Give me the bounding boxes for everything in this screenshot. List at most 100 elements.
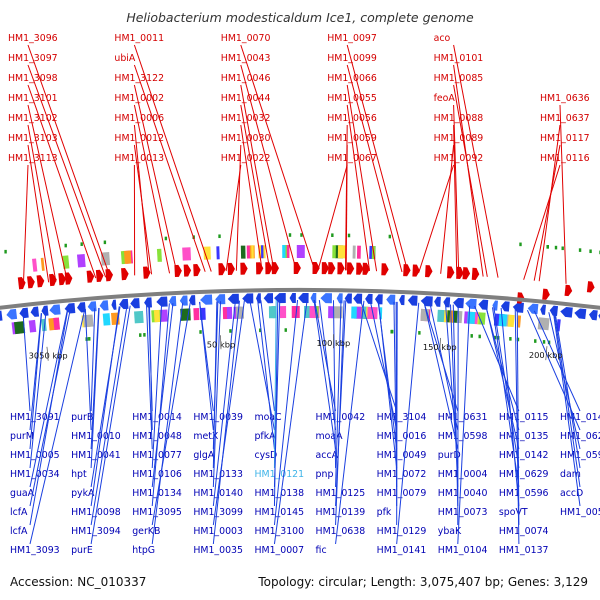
reverse-gene bbox=[365, 293, 373, 305]
gene-label: htpG bbox=[132, 545, 155, 556]
gene-label: dam bbox=[560, 469, 581, 480]
callout-line bbox=[538, 124, 561, 282]
callout-line bbox=[29, 312, 47, 469]
gene-label-callouts: HM1_3113HM1_3103HM1_3102HM1_3101HM1_3098… bbox=[8, 33, 600, 556]
rna-marker bbox=[519, 242, 522, 247]
rna-marker bbox=[143, 333, 146, 337]
gene-label: HM1_0623 bbox=[560, 431, 600, 442]
reverse-gene bbox=[310, 293, 317, 304]
reverse-gene bbox=[289, 293, 296, 304]
function-block bbox=[296, 245, 305, 259]
callout-line bbox=[552, 312, 581, 507]
callout-line bbox=[212, 301, 218, 469]
callout-line bbox=[313, 299, 337, 450]
gene-label: purD bbox=[438, 450, 461, 461]
reverse-gene bbox=[49, 304, 61, 315]
callout-line bbox=[235, 144, 242, 271]
gene-label: HM1_0055 bbox=[327, 93, 377, 104]
function-block bbox=[53, 317, 61, 330]
gene-label: HM1_0101 bbox=[434, 53, 484, 64]
reverse-gene bbox=[0, 310, 3, 321]
function-block bbox=[102, 313, 111, 326]
callout-line bbox=[29, 309, 86, 545]
reverse-gene bbox=[111, 299, 117, 310]
reverse-gene bbox=[434, 296, 441, 307]
callout-line bbox=[344, 124, 348, 271]
callout-line bbox=[335, 300, 345, 526]
gene-label: HM1_0141 bbox=[377, 545, 427, 556]
forward-gene bbox=[542, 288, 550, 300]
function-block bbox=[337, 245, 347, 259]
callout-line bbox=[27, 124, 57, 282]
rna-marker bbox=[578, 248, 582, 252]
callout-line bbox=[133, 104, 171, 274]
callout-line bbox=[29, 313, 43, 450]
reverse-gene bbox=[41, 305, 49, 316]
callout-line bbox=[29, 310, 68, 488]
gene-label: HM1_0044 bbox=[221, 93, 271, 104]
gene-label: HM1_0007 bbox=[254, 545, 304, 556]
callout-line bbox=[346, 84, 378, 272]
gene-label: fic bbox=[316, 545, 327, 556]
callout-line bbox=[273, 299, 308, 545]
forward-gene bbox=[446, 266, 455, 279]
callout-line bbox=[554, 312, 581, 469]
rna-marker bbox=[534, 339, 537, 343]
gene-label: HM1_0088 bbox=[434, 113, 484, 124]
rna-marker bbox=[300, 233, 303, 237]
callout-line bbox=[225, 164, 242, 272]
gene-label: accD bbox=[560, 488, 583, 499]
forward-gene bbox=[462, 267, 471, 280]
reverse-gene bbox=[589, 309, 598, 321]
function-block bbox=[282, 245, 286, 259]
gene-label: HM1_3094 bbox=[71, 526, 121, 537]
reverse-gene bbox=[420, 296, 433, 307]
gene-label: accA bbox=[316, 450, 339, 461]
gene-label: pfk bbox=[377, 507, 392, 518]
callout-line bbox=[151, 303, 174, 488]
reverse-gene bbox=[374, 294, 383, 305]
forward-gene bbox=[381, 263, 389, 276]
callout-line bbox=[453, 64, 484, 277]
gene-label: HM1_0032 bbox=[221, 113, 271, 124]
reverse-gene bbox=[549, 305, 559, 317]
forward-gene bbox=[328, 262, 336, 275]
callout-line bbox=[318, 300, 337, 431]
reverse-gene bbox=[179, 295, 188, 306]
gene-label: HM1_0134 bbox=[132, 488, 182, 499]
rna-marker bbox=[288, 233, 292, 237]
callout-line bbox=[346, 64, 403, 273]
gene-label: HM1_0145 bbox=[254, 507, 304, 518]
reverse-gene bbox=[156, 296, 168, 307]
gene-label: HM1_0077 bbox=[132, 450, 182, 461]
forward-gene bbox=[58, 272, 67, 286]
callout-line bbox=[474, 305, 520, 412]
function-block bbox=[332, 245, 336, 259]
gene-label: moaA bbox=[316, 431, 344, 442]
gene-label: pfkA bbox=[254, 431, 276, 442]
gene-label: aco bbox=[434, 33, 451, 44]
gene-label: HM1_0073 bbox=[438, 507, 488, 518]
callout-line bbox=[317, 164, 348, 271]
forward-gene bbox=[193, 264, 201, 277]
gene-label: cysD bbox=[254, 450, 277, 461]
reverse-gene bbox=[512, 302, 524, 313]
reverse-gene bbox=[527, 303, 539, 315]
callout-line bbox=[346, 44, 409, 273]
reverse-gene bbox=[255, 293, 261, 304]
function-block bbox=[13, 321, 26, 335]
rna-marker bbox=[199, 330, 202, 334]
forward-gene bbox=[121, 267, 129, 281]
function-block bbox=[134, 310, 144, 324]
forward-gene bbox=[456, 266, 464, 279]
callout-line bbox=[260, 300, 275, 412]
callout-line bbox=[151, 303, 170, 507]
callout-line bbox=[27, 64, 107, 278]
callout-line bbox=[133, 64, 206, 272]
callout-line bbox=[148, 304, 153, 431]
function-block bbox=[328, 306, 334, 319]
callout-line bbox=[418, 164, 455, 273]
forward-gene bbox=[17, 277, 26, 290]
gene-label: HM1_0002 bbox=[114, 93, 164, 104]
reverse-gene bbox=[242, 293, 254, 304]
